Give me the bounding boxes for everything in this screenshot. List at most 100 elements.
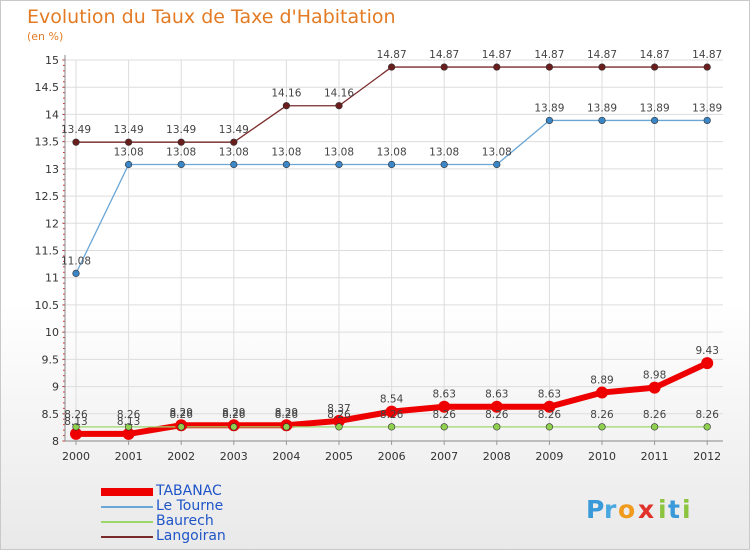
y-minor-tick (63, 152, 65, 154)
y-minor-tick (63, 103, 65, 105)
data-point-le-tourne (493, 160, 501, 169)
y-minor-tick (63, 337, 65, 339)
x-tick-label: 2002 (167, 450, 195, 463)
y-minor-tick (63, 364, 65, 366)
legend-item-le-tourne: Le Tourne (101, 498, 301, 515)
legend-item-baurech: Baurech (101, 513, 301, 530)
y-minor-tick (63, 97, 65, 99)
data-label-langoiran: 13.49 (166, 124, 196, 136)
data-point-tabanac (596, 386, 608, 399)
data-point-le-tourne (72, 269, 80, 277)
y-minor-tick (63, 222, 65, 224)
y-minor-tick (63, 244, 65, 246)
y-minor-tick (63, 217, 65, 219)
data-point-langoiran (703, 63, 711, 71)
data-point-langoiran (72, 138, 80, 146)
data-label-baurech: 8.26 (696, 409, 720, 421)
data-point-le-tourne (650, 116, 659, 125)
y-minor-tick (63, 369, 65, 371)
data-label-le-tourne: 11.08 (61, 255, 91, 267)
data-label-baurech: 8.26 (538, 409, 562, 421)
data-point-langoiran (124, 138, 133, 146)
y-tick-label: 13 (45, 163, 59, 176)
data-point-tabanac (438, 400, 451, 413)
data-label-tabanac: 8.29 (222, 407, 245, 419)
y-minor-tick (63, 190, 65, 192)
y-minor-tick (63, 162, 65, 164)
data-point-tabanac (385, 405, 398, 418)
data-label-tabanac: 8.98 (643, 370, 666, 382)
legend-label: Le Tourne (156, 498, 224, 514)
data-label-tabanac: 8.13 (64, 416, 87, 428)
data-label-le-tourne: 13.08 (219, 147, 249, 159)
x-tick-label: 2006 (378, 450, 406, 463)
x-tick-label: 2001 (115, 450, 143, 463)
y-tick-label: 9 (52, 381, 59, 394)
data-point-le-tourne (282, 160, 291, 169)
logo-letter: t (668, 495, 680, 524)
y-minor-tick (63, 135, 65, 137)
data-label-le-tourne: 13.89 (640, 102, 670, 114)
data-label-baurech: 8.26 (64, 409, 88, 421)
legend-item-langoiran: Langoiran (101, 529, 301, 545)
legend-swatch (101, 506, 153, 508)
y-minor-tick (63, 59, 65, 61)
legend-swatch (101, 536, 153, 538)
data-label-langoiran: 14.87 (482, 49, 512, 61)
logo-letter: o (618, 495, 635, 524)
data-point-langoiran (177, 138, 185, 146)
y-minor-tick (63, 293, 65, 295)
data-point-baurech (703, 423, 711, 431)
y-minor-tick (63, 271, 65, 273)
y-minor-tick (63, 429, 65, 431)
y-tick-label: 14 (45, 108, 59, 121)
data-point-tabanac (701, 357, 714, 370)
data-label-tabanac: 8.63 (485, 389, 508, 401)
data-point-le-tourne (124, 160, 133, 169)
data-label-langoiran: 14.16 (271, 88, 301, 100)
y-minor-tick (63, 288, 65, 290)
y-minor-tick (63, 184, 65, 186)
data-point-langoiran (545, 63, 554, 71)
data-point-baurech (282, 423, 291, 431)
y-minor-tick (63, 201, 65, 203)
data-label-tabanac: 8.89 (590, 375, 613, 387)
data-point-langoiran (230, 138, 238, 146)
data-label-tabanac: 8.63 (433, 389, 456, 401)
y-tick-label: 12.5 (35, 190, 60, 203)
y-minor-tick (63, 206, 65, 208)
data-label-baurech: 8.26 (327, 409, 351, 421)
legend-label: Baurech (156, 513, 214, 529)
data-point-baurech (493, 423, 501, 431)
data-point-tabanac (490, 400, 503, 413)
y-tick-label: 10 (45, 326, 59, 339)
data-point-le-tourne (598, 116, 606, 125)
y-minor-tick (63, 407, 65, 409)
y-minor-tick (63, 130, 65, 132)
data-label-le-tourne: 13.08 (377, 147, 407, 159)
data-label-tabanac: 8.29 (170, 407, 193, 419)
y-tick-label: 8.5 (42, 408, 60, 421)
data-point-le-tourne (177, 160, 185, 169)
y-minor-tick (63, 418, 65, 420)
y-minor-tick (63, 386, 65, 388)
y-minor-tick (63, 391, 65, 393)
y-minor-tick (63, 309, 65, 311)
y-minor-tick (63, 380, 65, 382)
data-point-baurech (598, 423, 606, 431)
logo-letter: P (586, 495, 604, 524)
data-point-langoiran (335, 102, 343, 110)
data-label-langoiran: 14.16 (324, 88, 354, 100)
x-tick-label: 2000 (62, 450, 90, 463)
y-minor-tick (63, 440, 65, 442)
y-minor-tick (63, 277, 65, 279)
y-minor-tick (63, 75, 65, 77)
data-point-baurech (650, 423, 659, 431)
y-minor-tick (63, 211, 65, 213)
chart-unit-label: (en %) (27, 30, 64, 43)
chart-title: Evolution du Taux de Taxe d'Habitation (27, 6, 396, 28)
data-point-baurech (72, 423, 80, 431)
data-point-le-tourne (335, 160, 343, 169)
